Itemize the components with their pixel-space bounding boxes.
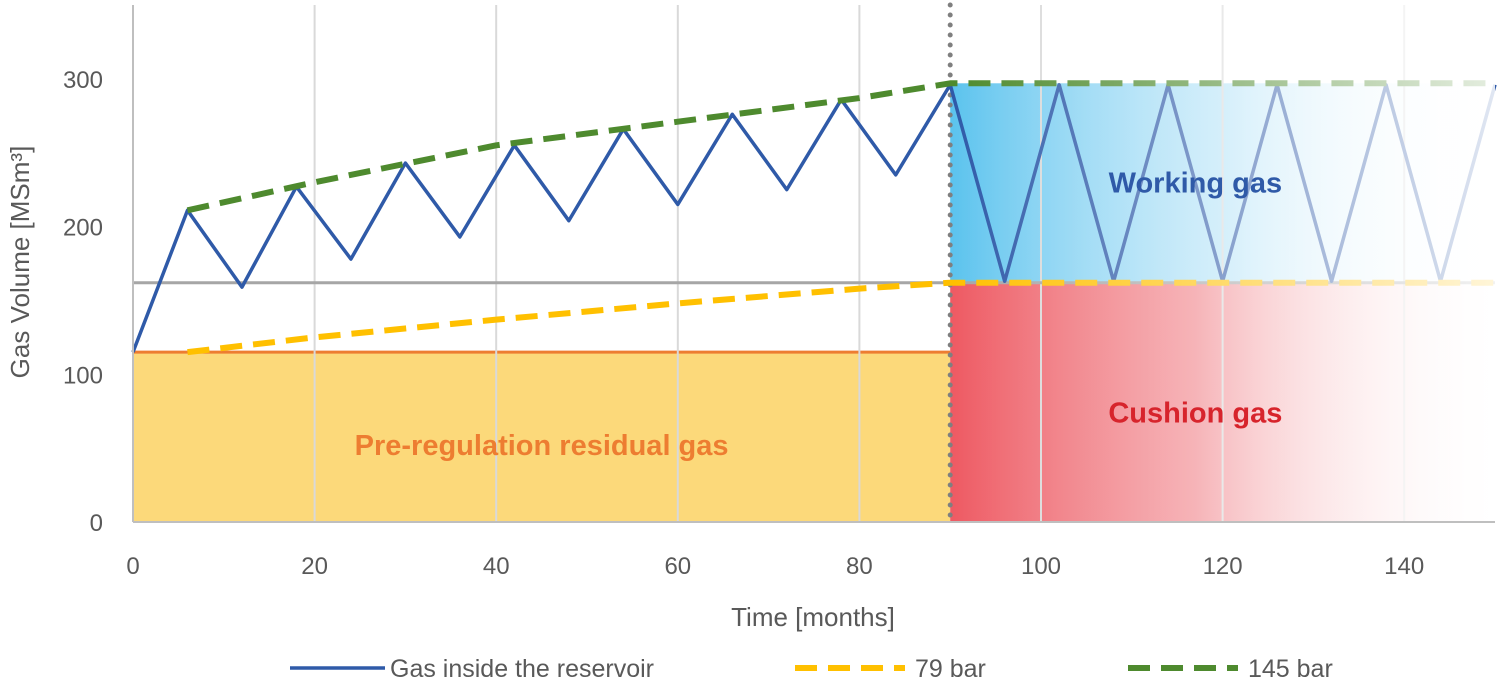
x-tick-label-140: 140 xyxy=(1384,553,1424,580)
x-tick-label-120: 120 xyxy=(1203,553,1243,580)
y-tick-label-200: 200 xyxy=(63,215,103,242)
x-axis-title: Time [months] xyxy=(731,602,895,632)
axes-layer: 0 20 40 60 80 100 120 140 0 100 200 300 xyxy=(63,5,1495,580)
y-tick-label-0: 0 xyxy=(90,510,103,537)
region-label-cushion-gas: Cushion gas xyxy=(1108,398,1282,430)
x-tick-label-40: 40 xyxy=(483,553,510,580)
fade-overlay xyxy=(953,5,1495,522)
legend-label-gas-inside-the-reservoir: Gas inside the reservoir xyxy=(390,655,654,683)
region-pre-regulation-residual-gas xyxy=(133,352,951,522)
region-labels-layer: Pre-regulation residual gas Cushion gas Wo… xyxy=(355,167,1283,462)
y-tick-label-300: 300 xyxy=(63,67,103,94)
x-tick-label-0: 0 xyxy=(126,553,139,580)
x-tick-label-80: 80 xyxy=(846,553,873,580)
y-axis-title: Gas Volume [MSm³] xyxy=(5,146,35,379)
legend-label-79-bar: 79 bar xyxy=(915,655,986,683)
legend-label-145-bar: 145 bar xyxy=(1248,655,1333,683)
fade-overlay-layer xyxy=(953,5,1495,522)
region-label-working-gas: Working gas xyxy=(1109,167,1283,199)
x-tick-label-100: 100 xyxy=(1021,553,1061,580)
x-tick-label-20: 20 xyxy=(301,553,328,580)
region-label-pre-regulation-residual-gas: Pre-regulation residual gas xyxy=(355,430,729,462)
x-tick-label-60: 60 xyxy=(664,553,691,580)
legend: Gas inside the reservoir 79 bar 145 bar xyxy=(290,655,1333,683)
y-tick-label-100: 100 xyxy=(63,362,103,389)
